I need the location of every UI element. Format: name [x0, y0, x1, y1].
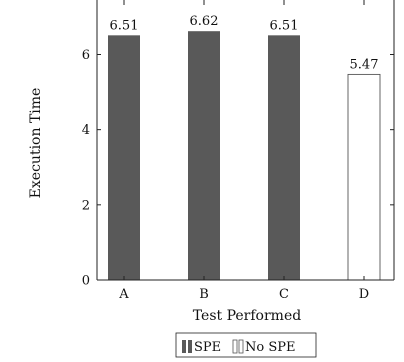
ticks-layer: 0 2 4 6 A B C D: [82, 0, 394, 302]
x-tick-label-b: B: [199, 287, 209, 302]
legend: SPE No SPE: [175, 332, 317, 358]
data-label-a: 6.51: [110, 18, 139, 33]
bar-d-series-1: [347, 73, 381, 281]
legend-swatch-spe-a: [182, 340, 186, 353]
y-tick-label-4: 4: [82, 123, 90, 138]
legend-swatch-spe-b: [188, 340, 192, 353]
legend-label-spe: SPE: [194, 340, 221, 355]
y-tick-label-2: 2: [82, 198, 90, 213]
x-axis-title: Test Performed: [193, 308, 301, 324]
bar-b-series-0: [188, 31, 220, 281]
x-tick-label-d: D: [359, 287, 369, 302]
bars-layer: [108, 31, 381, 281]
data-label-d: 5.47: [350, 57, 379, 72]
legend-swatch-nospe-a: [232, 339, 238, 354]
y-tick-label-6: 6: [82, 48, 90, 63]
bar-a-series-0: [108, 35, 140, 280]
data-label-c: 6.51: [270, 18, 299, 33]
legend-label-no-spe: No SPE: [245, 340, 295, 355]
x-tick-label-c: C: [279, 287, 289, 302]
data-labels-layer: 6.51 6.62 6.51 5.47: [110, 14, 379, 72]
axes-layer: [96, 0, 395, 281]
x-tick-label-a: A: [118, 287, 129, 302]
legend-box: [175, 332, 317, 358]
bar-c-series-0: [268, 35, 300, 280]
y-axis-title: Execution Time: [28, 88, 44, 199]
data-label-b: 6.62: [190, 14, 219, 29]
y-tick-label-0: 0: [82, 274, 90, 289]
legend-swatch-nospe-b: [238, 339, 244, 354]
